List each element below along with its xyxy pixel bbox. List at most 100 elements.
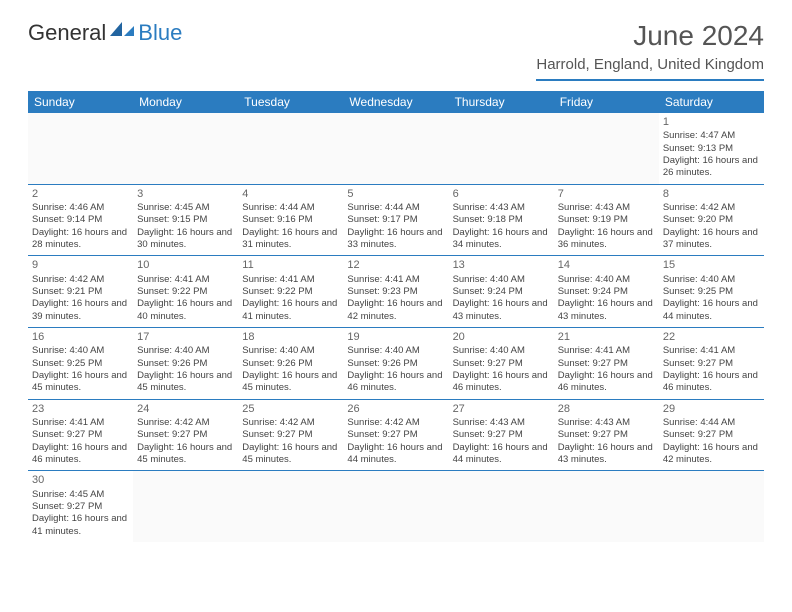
sunrise-text: Sunrise: 4:40 AM xyxy=(453,345,550,357)
sunrise-text: Sunrise: 4:40 AM xyxy=(242,345,339,357)
month-title: June 2024 xyxy=(536,20,764,52)
calendar-cell xyxy=(659,471,764,542)
sunset-text: Sunset: 9:22 PM xyxy=(242,286,339,298)
daylight-text: Daylight: 16 hours and 26 minutes. xyxy=(663,155,760,180)
calendar-cell: 28Sunrise: 4:43 AMSunset: 9:27 PMDayligh… xyxy=(554,399,659,471)
calendar-cell: 17Sunrise: 4:40 AMSunset: 9:26 PMDayligh… xyxy=(133,328,238,400)
sunset-text: Sunset: 9:21 PM xyxy=(32,286,129,298)
day-number: 22 xyxy=(663,330,760,344)
daylight-text: Daylight: 16 hours and 46 minutes. xyxy=(347,370,444,395)
calendar-cell: 29Sunrise: 4:44 AMSunset: 9:27 PMDayligh… xyxy=(659,399,764,471)
day-number: 15 xyxy=(663,258,760,272)
day-number: 29 xyxy=(663,402,760,416)
day-number: 4 xyxy=(242,187,339,201)
calendar-cell: 15Sunrise: 4:40 AMSunset: 9:25 PMDayligh… xyxy=(659,256,764,328)
daylight-text: Daylight: 16 hours and 46 minutes. xyxy=(453,370,550,395)
calendar-cell: 4Sunrise: 4:44 AMSunset: 9:16 PMDaylight… xyxy=(238,184,343,256)
sunset-text: Sunset: 9:23 PM xyxy=(347,286,444,298)
daylight-text: Daylight: 16 hours and 34 minutes. xyxy=(453,227,550,252)
calendar-body: 1Sunrise: 4:47 AMSunset: 9:13 PMDaylight… xyxy=(28,113,764,542)
weekday-header: Saturday xyxy=(659,91,764,113)
calendar-cell: 23Sunrise: 4:41 AMSunset: 9:27 PMDayligh… xyxy=(28,399,133,471)
sunrise-text: Sunrise: 4:42 AM xyxy=(663,202,760,214)
sunset-text: Sunset: 9:24 PM xyxy=(453,286,550,298)
calendar-cell xyxy=(343,113,448,184)
sunset-text: Sunset: 9:22 PM xyxy=(137,286,234,298)
daylight-text: Daylight: 16 hours and 43 minutes. xyxy=(558,442,655,467)
sunset-text: Sunset: 9:20 PM xyxy=(663,214,760,226)
calendar-row: 2Sunrise: 4:46 AMSunset: 9:14 PMDaylight… xyxy=(28,184,764,256)
calendar-cell: 7Sunrise: 4:43 AMSunset: 9:19 PMDaylight… xyxy=(554,184,659,256)
sunrise-text: Sunrise: 4:42 AM xyxy=(347,417,444,429)
sunset-text: Sunset: 9:19 PM xyxy=(558,214,655,226)
day-number: 16 xyxy=(32,330,129,344)
day-number: 2 xyxy=(32,187,129,201)
sunset-text: Sunset: 9:27 PM xyxy=(32,429,129,441)
sail-icon xyxy=(108,20,136,38)
calendar-row: 16Sunrise: 4:40 AMSunset: 9:25 PMDayligh… xyxy=(28,328,764,400)
day-number: 9 xyxy=(32,258,129,272)
calendar-cell: 18Sunrise: 4:40 AMSunset: 9:26 PMDayligh… xyxy=(238,328,343,400)
calendar-cell: 24Sunrise: 4:42 AMSunset: 9:27 PMDayligh… xyxy=(133,399,238,471)
calendar-cell xyxy=(238,113,343,184)
daylight-text: Daylight: 16 hours and 39 minutes. xyxy=(32,298,129,323)
sunrise-text: Sunrise: 4:40 AM xyxy=(453,274,550,286)
calendar-cell: 12 Sunrise: 4:41 AMSunset: 9:23 PMDayligh… xyxy=(343,256,448,328)
daylight-text: Daylight: 16 hours and 42 minutes. xyxy=(347,298,444,323)
sunset-text: Sunset: 9:27 PM xyxy=(242,429,339,441)
sunrise-text: Sunrise: 4:40 AM xyxy=(558,274,655,286)
weekday-header: Tuesday xyxy=(238,91,343,113)
calendar-cell: 30Sunrise: 4:45 AMSunset: 9:27 PMDayligh… xyxy=(28,471,133,542)
sunset-text: Sunset: 9:26 PM xyxy=(347,358,444,370)
weekday-header: Wednesday xyxy=(343,91,448,113)
sunrise-text: Sunrise: 4:41 AM xyxy=(347,274,444,286)
day-number: 25 xyxy=(242,402,339,416)
sunrise-text: Sunrise: 4:42 AM xyxy=(32,274,129,286)
daylight-text: Daylight: 16 hours and 40 minutes. xyxy=(137,298,234,323)
daylight-text: Daylight: 16 hours and 45 minutes. xyxy=(242,442,339,467)
daylight-text: Daylight: 16 hours and 43 minutes. xyxy=(558,298,655,323)
sunrise-text: Sunrise: 4:40 AM xyxy=(32,345,129,357)
sunset-text: Sunset: 9:27 PM xyxy=(558,358,655,370)
calendar-cell xyxy=(28,113,133,184)
day-number: 20 xyxy=(453,330,550,344)
sunrise-text: Sunrise: 4:43 AM xyxy=(453,417,550,429)
calendar-cell: 20Sunrise: 4:40 AMSunset: 9:27 PMDayligh… xyxy=(449,328,554,400)
day-number: 10 xyxy=(137,258,234,272)
calendar-cell: 13Sunrise: 4:40 AMSunset: 9:24 PMDayligh… xyxy=(449,256,554,328)
sunset-text: Sunset: 9:27 PM xyxy=(137,429,234,441)
sunset-text: Sunset: 9:13 PM xyxy=(663,143,760,155)
sunrise-text: Sunrise: 4:45 AM xyxy=(32,489,129,501)
daylight-text: Daylight: 16 hours and 44 minutes. xyxy=(347,442,444,467)
header: General Blue June 2024 Harrold, England,… xyxy=(28,20,764,81)
calendar-cell: 6Sunrise: 4:43 AMSunset: 9:18 PMDaylight… xyxy=(449,184,554,256)
day-number: 7 xyxy=(558,187,655,201)
calendar-cell: 25Sunrise: 4:42 AMSunset: 9:27 PMDayligh… xyxy=(238,399,343,471)
sunrise-text: Sunrise: 4:43 AM xyxy=(558,202,655,214)
sunrise-text: Sunrise: 4:41 AM xyxy=(137,274,234,286)
day-number: 6 xyxy=(453,187,550,201)
daylight-text: Daylight: 16 hours and 45 minutes. xyxy=(137,370,234,395)
day-number: 12 xyxy=(347,258,444,272)
day-number: 13 xyxy=(453,258,550,272)
calendar-cell: 8Sunrise: 4:42 AMSunset: 9:20 PMDaylight… xyxy=(659,184,764,256)
sunrise-text: Sunrise: 4:44 AM xyxy=(242,202,339,214)
calendar-cell xyxy=(449,471,554,542)
day-number: 19 xyxy=(347,330,444,344)
sunrise-text: Sunrise: 4:42 AM xyxy=(242,417,339,429)
daylight-text: Daylight: 16 hours and 44 minutes. xyxy=(663,298,760,323)
daylight-text: Daylight: 16 hours and 36 minutes. xyxy=(558,227,655,252)
sunrise-text: Sunrise: 4:40 AM xyxy=(663,274,760,286)
logo-text-general: General xyxy=(28,20,106,46)
sunrise-text: Sunrise: 4:40 AM xyxy=(347,345,444,357)
day-number: 27 xyxy=(453,402,550,416)
location: Harrold, England, United Kingdom xyxy=(536,56,764,81)
daylight-text: Daylight: 16 hours and 45 minutes. xyxy=(32,370,129,395)
daylight-text: Daylight: 16 hours and 42 minutes. xyxy=(663,442,760,467)
sunset-text: Sunset: 9:27 PM xyxy=(558,429,655,441)
daylight-text: Daylight: 16 hours and 44 minutes. xyxy=(453,442,550,467)
day-number: 3 xyxy=(137,187,234,201)
calendar-cell: 1Sunrise: 4:47 AMSunset: 9:13 PMDaylight… xyxy=(659,113,764,184)
day-number: 28 xyxy=(558,402,655,416)
sunrise-text: Sunrise: 4:41 AM xyxy=(242,274,339,286)
